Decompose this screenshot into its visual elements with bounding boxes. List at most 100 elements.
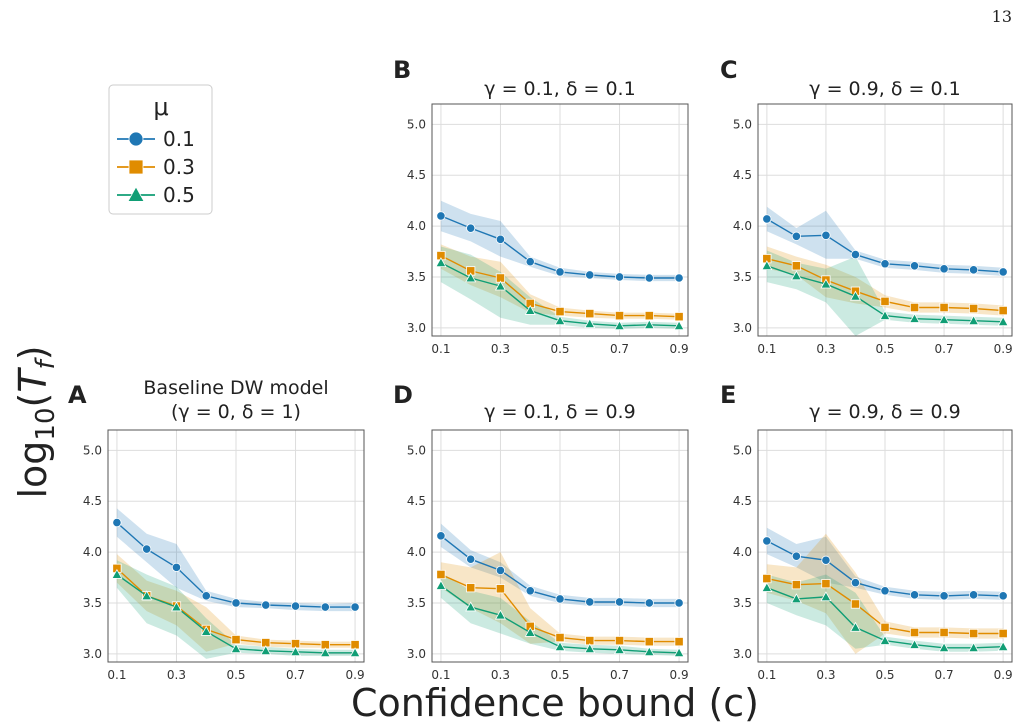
x-tick-label: 0.5 xyxy=(875,342,894,356)
data-point-0.5 xyxy=(790,593,802,604)
legend: μ 0.1 0.3 0.5 xyxy=(108,84,213,215)
y-tick-label: 3.0 xyxy=(733,647,752,661)
panel-letter: D xyxy=(393,381,413,409)
data-point-0.3 xyxy=(436,569,446,580)
y-tick-label: 5.0 xyxy=(733,117,752,131)
data-point-0.5 xyxy=(435,580,447,590)
x-tick-label: 0.7 xyxy=(935,668,954,682)
x-tick-label: 0.1 xyxy=(431,342,450,356)
x-tick-label: 0.3 xyxy=(491,342,510,356)
data-point-0.5 xyxy=(997,641,1009,652)
legend-title: μ xyxy=(153,93,168,121)
data-point-0.1 xyxy=(998,267,1008,277)
data-point-0.3 xyxy=(880,622,890,633)
data-point-0.3 xyxy=(614,311,625,321)
y-tick-label: 3.0 xyxy=(407,647,426,661)
data-point-0.5 xyxy=(290,646,302,657)
confidence-band-0.1 xyxy=(766,206,1004,276)
data-point-0.1 xyxy=(880,586,890,596)
x-tick-label: 0.9 xyxy=(670,342,689,356)
panel-letter: B xyxy=(393,56,411,84)
data-point-0.1 xyxy=(791,551,801,561)
panel-title: Baseline DW model xyxy=(143,377,328,399)
data-point-0.3 xyxy=(614,636,625,646)
panel-letter: E xyxy=(720,381,736,409)
x-tick-label: 0.7 xyxy=(610,342,629,356)
y-tick-label: 3.5 xyxy=(407,596,426,610)
data-point-0.5 xyxy=(524,304,536,315)
panel-B: 3.0 3.5 4.0 4.5 5.0 0.1 0.3 0.5 0.7 0.9 Bγ = 0.1, … xyxy=(393,56,689,356)
panel-E: 3.0 3.5 4.0 4.5 5.0 0.1 0.3 0.5 0.7 0.9 Eγ = 0.9, … xyxy=(720,381,1013,682)
data-point-0.3 xyxy=(644,637,654,647)
x-tick-label: 0.1 xyxy=(107,668,126,682)
x-tick-label: 0.3 xyxy=(816,668,835,682)
data-point-0.3 xyxy=(555,306,565,317)
data-point-0.1 xyxy=(555,594,565,604)
y-tick-label: 5.0 xyxy=(407,443,426,457)
data-point-0.1 xyxy=(821,230,831,240)
data-point-0.3 xyxy=(762,573,772,584)
data-point-0.3 xyxy=(585,309,595,319)
y-tick-label: 4.0 xyxy=(407,545,426,559)
data-point-0.1 xyxy=(614,597,625,607)
data-point-0.5 xyxy=(465,601,477,612)
data-point-0.3 xyxy=(850,599,861,609)
data-point-0.3 xyxy=(909,627,920,638)
data-point-0.5 xyxy=(909,639,921,649)
data-point-0.1 xyxy=(466,223,476,233)
x-tick-label: 0.5 xyxy=(550,668,569,682)
confidence-band-0.3 xyxy=(440,552,680,646)
data-point-0.3 xyxy=(495,584,506,594)
x-tick-label: 0.5 xyxy=(875,668,894,682)
data-point-0.1 xyxy=(290,601,301,611)
data-point-0.1 xyxy=(762,214,772,224)
data-point-0.1 xyxy=(969,265,979,275)
confidence-band-0.5 xyxy=(440,246,680,329)
data-point-0.1 xyxy=(142,544,152,554)
data-point-0.5 xyxy=(761,582,773,592)
data-point-0.5 xyxy=(349,647,361,658)
confidence-band-0.5 xyxy=(440,572,680,656)
x-tick-label: 0.1 xyxy=(431,668,450,682)
data-point-0.1 xyxy=(201,591,211,601)
data-point-0.1 xyxy=(555,267,565,277)
x-tick-label: 0.7 xyxy=(610,668,629,682)
plot-frame xyxy=(431,429,689,663)
x-tick-label: 0.5 xyxy=(550,342,569,356)
data-point-0.1 xyxy=(525,586,535,596)
y-tick-label: 5.0 xyxy=(407,117,426,131)
x-tick-label: 0.1 xyxy=(757,668,776,682)
data-point-0.5 xyxy=(200,625,212,636)
y-axis-label-var: T xyxy=(11,367,55,393)
data-point-0.1 xyxy=(261,600,271,610)
data-point-0.5 xyxy=(849,621,861,632)
data-point-0.1 xyxy=(614,272,625,282)
legend-label-0.1: 0.1 xyxy=(163,127,195,151)
panel-letter: A xyxy=(68,381,87,409)
y-tick-label: 4.5 xyxy=(407,494,426,508)
y-tick-label: 3.5 xyxy=(733,270,752,284)
data-point-0.5 xyxy=(968,315,980,326)
data-point-0.5 xyxy=(614,320,626,331)
plot-frame xyxy=(757,103,1013,337)
data-point-0.3 xyxy=(939,627,949,638)
data-point-0.1 xyxy=(436,211,446,221)
panel-title: γ = 0.1, δ = 0.1 xyxy=(484,78,635,100)
data-point-0.1 xyxy=(762,536,772,546)
data-point-0.1 xyxy=(585,270,595,280)
data-point-0.1 xyxy=(939,264,949,274)
panel-C: 3.0 3.5 4.0 4.5 5.0 0.1 0.3 0.5 0.7 0.9 Cγ = 0.9, … xyxy=(720,56,1013,356)
data-point-0.3 xyxy=(555,632,565,643)
y-tick-label: 3.5 xyxy=(407,270,426,284)
data-point-0.3 xyxy=(939,302,949,313)
confidence-band-0.5 xyxy=(766,250,1004,336)
data-point-0.3 xyxy=(674,312,684,322)
data-point-0.1 xyxy=(112,517,122,528)
data-point-0.1 xyxy=(436,531,446,541)
data-point-0.1 xyxy=(674,273,684,283)
panel-title: γ = 0.1, δ = 0.9 xyxy=(484,401,635,423)
data-point-0.1 xyxy=(350,602,360,612)
data-point-0.1 xyxy=(821,555,831,565)
data-point-0.1 xyxy=(585,597,595,607)
